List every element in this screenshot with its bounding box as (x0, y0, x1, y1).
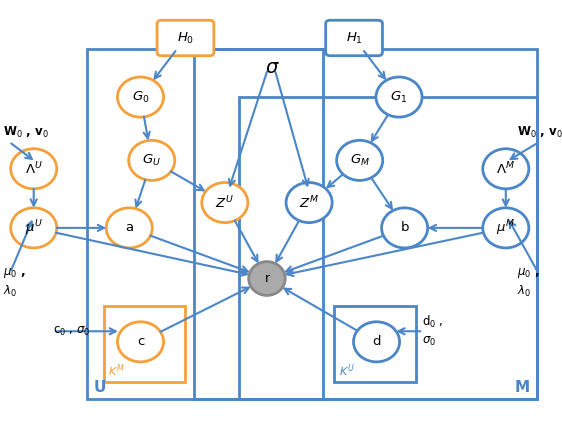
Ellipse shape (106, 208, 152, 248)
Text: d$_0$ ,
$\sigma_0$: d$_0$ , $\sigma_0$ (422, 314, 443, 349)
Text: $\mu^U$: $\mu^U$ (25, 218, 43, 238)
Text: $\mu_0$ ,
$\lambda_0$: $\mu_0$ , $\lambda_0$ (517, 266, 540, 300)
Text: c$_0$ , $\sigma_0$: c$_0$ , $\sigma_0$ (53, 325, 91, 338)
Bar (104, 306, 185, 382)
Text: $Z^M$: $Z^M$ (299, 194, 319, 211)
Text: $\mu^M$: $\mu^M$ (496, 218, 515, 238)
Bar (194, 49, 537, 399)
Bar (334, 306, 416, 382)
Ellipse shape (117, 77, 164, 117)
Text: $G_1$: $G_1$ (391, 89, 407, 105)
Ellipse shape (376, 77, 422, 117)
Ellipse shape (382, 208, 428, 248)
Text: d: d (372, 335, 381, 348)
Text: M: M (515, 379, 530, 395)
Text: W$_0$ , v$_0$: W$_0$ , v$_0$ (3, 125, 48, 141)
Ellipse shape (337, 140, 383, 181)
Text: W$_0$ , v$_0$: W$_0$ , v$_0$ (517, 125, 562, 141)
Text: b: b (400, 222, 409, 234)
Ellipse shape (248, 262, 285, 295)
Text: $Z^U$: $Z^U$ (215, 194, 234, 211)
Text: $\Lambda^M$: $\Lambda^M$ (496, 160, 515, 177)
Ellipse shape (11, 208, 57, 248)
Text: $K^U$: $K^U$ (339, 362, 355, 379)
Ellipse shape (286, 182, 332, 223)
Text: $\Lambda^U$: $\Lambda^U$ (25, 160, 43, 177)
Ellipse shape (117, 322, 164, 362)
Text: c: c (137, 335, 144, 348)
Text: $H_1$: $H_1$ (346, 30, 362, 46)
Text: U: U (94, 379, 106, 395)
Ellipse shape (353, 322, 400, 362)
Bar (239, 97, 537, 399)
Bar (87, 49, 323, 399)
Ellipse shape (202, 182, 248, 223)
Ellipse shape (483, 208, 529, 248)
Text: $G_0$: $G_0$ (132, 89, 149, 105)
Ellipse shape (129, 140, 175, 181)
FancyBboxPatch shape (157, 20, 214, 56)
Text: $K^M$: $K^M$ (108, 362, 125, 379)
Text: a: a (125, 222, 133, 234)
Ellipse shape (11, 149, 57, 189)
Ellipse shape (483, 149, 529, 189)
Text: $G_U$: $G_U$ (142, 153, 161, 168)
Text: $G_M$: $G_M$ (350, 153, 370, 168)
Text: $\mu_0$ ,
$\lambda_0$: $\mu_0$ , $\lambda_0$ (3, 266, 25, 300)
Text: $\sigma$: $\sigma$ (265, 58, 280, 77)
FancyBboxPatch shape (326, 20, 382, 56)
Text: $H_0$: $H_0$ (177, 30, 194, 46)
Text: r: r (264, 272, 270, 285)
